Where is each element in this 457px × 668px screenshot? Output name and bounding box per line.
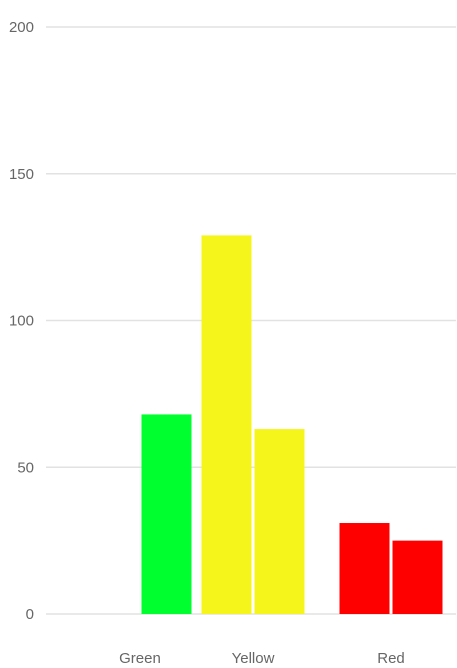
x-tick-label: Red: [377, 650, 405, 667]
x-tick-label: Yellow: [232, 650, 275, 667]
y-axis-tick-labels: 0 50 100 150 200: [9, 19, 34, 623]
y-tick-label: 50: [17, 459, 34, 476]
bar-red-1: [339, 523, 390, 614]
bars: [141, 235, 443, 614]
x-tick-label: Green: [119, 650, 161, 667]
bar-yellow-2: [254, 429, 305, 614]
y-tick-label: 100: [9, 313, 34, 330]
bar-green-2: [141, 414, 192, 614]
x-axis-tick-labels: Green Yellow Red: [119, 650, 405, 667]
y-tick-label: 200: [9, 19, 34, 36]
bar-red-2: [392, 540, 443, 614]
y-tick-label: 150: [9, 166, 34, 183]
bar-yellow-1: [201, 235, 252, 614]
y-tick-label: 0: [26, 606, 34, 623]
